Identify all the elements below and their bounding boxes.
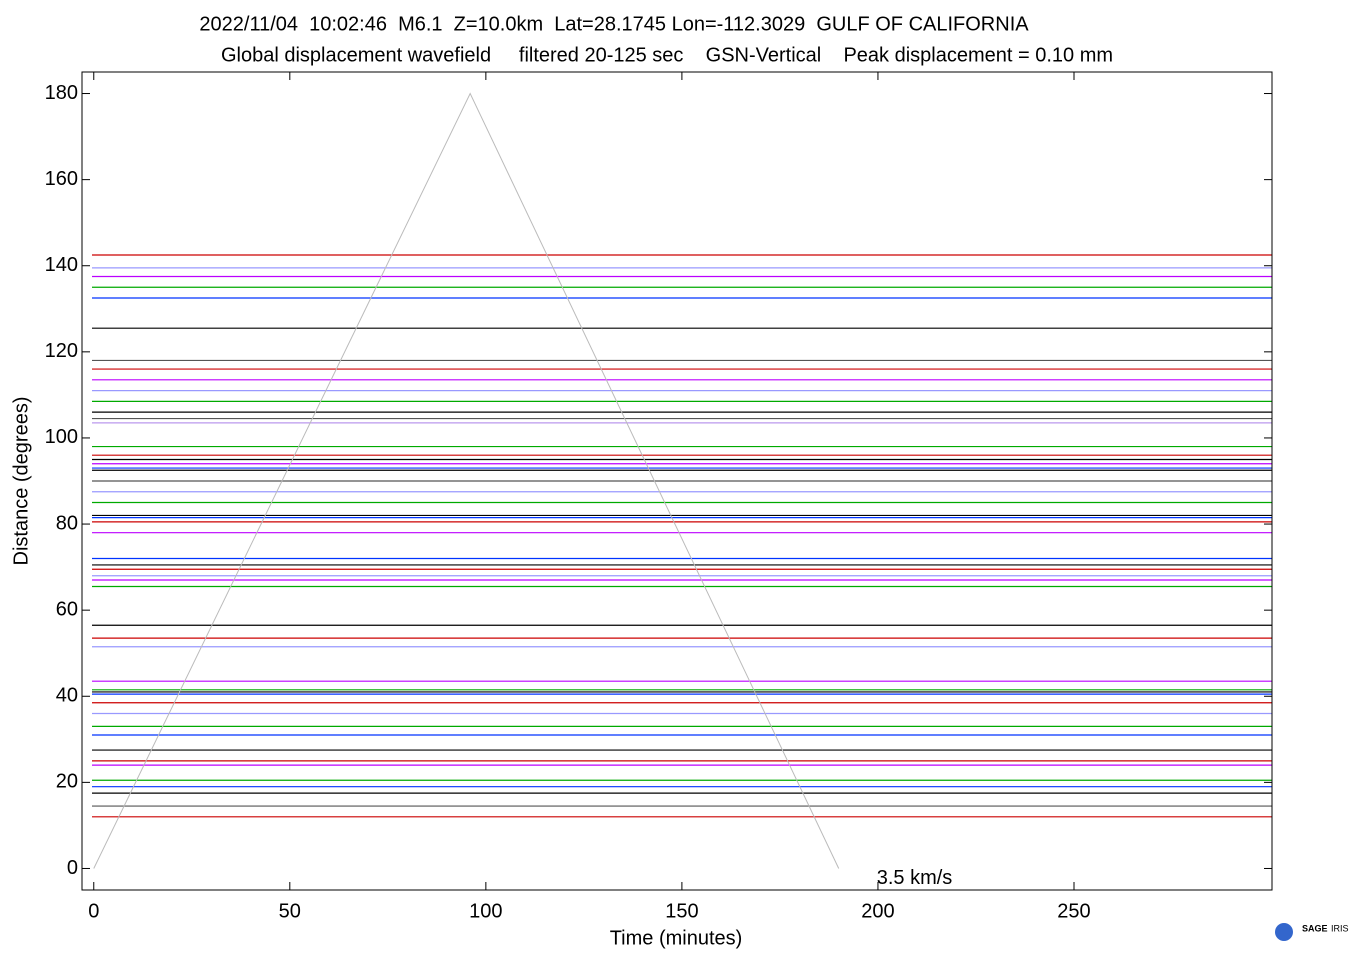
logo-name: SAGE [1302, 923, 1328, 933]
logo-globe [1275, 923, 1293, 941]
x-tick-label: 100 [469, 900, 502, 922]
y-tick-label: 40 [56, 685, 78, 707]
x-axis-label: Time (minutes) [610, 927, 743, 949]
y-axis-label: Distance (degrees) [10, 397, 32, 566]
x-tick-label: 150 [665, 900, 698, 922]
chart-subtitle: Global displacement wavefield filtered 2… [221, 44, 1113, 66]
y-tick-label: 100 [45, 426, 78, 448]
x-tick-label: 0 [88, 900, 99, 922]
reference-line [93, 92, 840, 869]
x-tick-label: 50 [279, 900, 301, 922]
y-tick-label: 140 [45, 254, 78, 276]
y-tick-label: 120 [45, 340, 78, 362]
y-tick-label: 20 [56, 771, 78, 793]
plot-frame [81, 71, 1273, 891]
y-tick-label: 160 [45, 168, 78, 190]
x-tick-label: 250 [1057, 900, 1090, 922]
logo-org: IRIS [1331, 923, 1349, 933]
chart-title: 2022/11/04 10:02:46 M6.1 Z=10.0km Lat=28… [199, 13, 1029, 35]
y-tick-label: 0 [67, 857, 78, 879]
x-tick-label: 200 [861, 900, 894, 922]
reference-label: 3.5 km/s [877, 867, 953, 889]
y-tick-label: 180 [45, 82, 78, 104]
y-tick-label: 80 [56, 512, 78, 534]
y-tick-label: 60 [56, 598, 78, 620]
